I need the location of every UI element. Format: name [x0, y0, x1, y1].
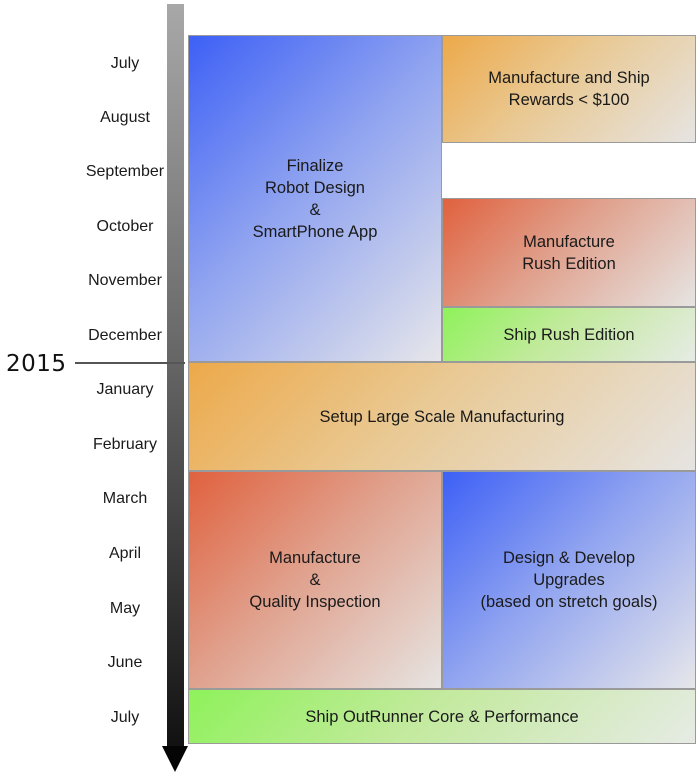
block-line: Upgrades — [533, 571, 605, 589]
timeline-arrow-head — [162, 746, 188, 772]
block-line: SmartPhone App — [252, 222, 378, 241]
block-manufacture-qa: Manufacture & Quality Inspection — [188, 471, 442, 689]
block-line: Manufacture and Ship — [488, 69, 650, 87]
block-line: Robot Design — [265, 178, 365, 197]
block-line: & — [309, 571, 321, 589]
block-text: Ship Rush Edition — [503, 324, 634, 346]
block-text: Manufacture Rush Edition — [522, 231, 616, 275]
block-text: Manufacture and Ship Rewards < $100 — [488, 67, 649, 111]
block-text: Ship OutRunner Core & Performance — [305, 706, 578, 728]
month-label: August — [100, 109, 150, 126]
block-setup-manufacturing: Setup Large Scale Manufacturing — [188, 362, 696, 471]
month-label: May — [109, 600, 141, 617]
block-line: Finalize — [286, 156, 344, 175]
month-label: July — [110, 709, 140, 726]
month-label: January — [96, 381, 154, 398]
month-label: September — [85, 163, 165, 180]
block-manufacture-rush: Manufacture Rush Edition — [442, 198, 696, 307]
block-line: Quality Inspection — [249, 593, 381, 611]
block-line: Setup Large Scale Manufacturing — [319, 407, 565, 426]
block-ship-core: Ship OutRunner Core & Performance — [188, 689, 696, 744]
year-divider — [75, 362, 185, 364]
block-text: Design & Develop Upgrades (based on stre… — [480, 547, 657, 613]
year-label: 2015 — [6, 351, 67, 377]
month-label: November — [88, 272, 162, 289]
block-ship-rewards: Manufacture and Ship Rewards < $100 — [442, 35, 696, 143]
block-line: Ship OutRunner Core & Performance — [305, 707, 579, 726]
month-label: March — [102, 490, 148, 507]
block-line: Rewards < $100 — [508, 91, 630, 109]
block-line: Manufacture — [523, 232, 615, 251]
month-label: April — [108, 545, 141, 562]
block-text: Setup Large Scale Manufacturing — [320, 406, 565, 428]
month-label: February — [92, 436, 158, 453]
block-line: & — [309, 200, 321, 219]
block-text: Finalize Robot Design & SmartPhone App — [253, 155, 378, 243]
block-text: Manufacture & Quality Inspection — [249, 547, 380, 613]
block-line: Design & Develop — [502, 549, 636, 567]
block-ship-rush: Ship Rush Edition — [442, 307, 696, 362]
block-design-upgrades: Design & Develop Upgrades (based on stre… — [442, 471, 696, 689]
block-line: Ship Rush Edition — [503, 325, 635, 344]
month-label: June — [107, 654, 143, 671]
month-label: December — [88, 327, 162, 344]
block-line: Manufacture — [269, 549, 361, 567]
month-label: July — [110, 55, 140, 72]
timeline-axis — [167, 4, 184, 748]
block-line: Rush Edition — [522, 254, 616, 273]
block-finalize-design: Finalize Robot Design & SmartPhone App — [188, 35, 442, 362]
block-line: (based on stretch goals) — [480, 593, 658, 611]
month-label: October — [96, 218, 154, 235]
